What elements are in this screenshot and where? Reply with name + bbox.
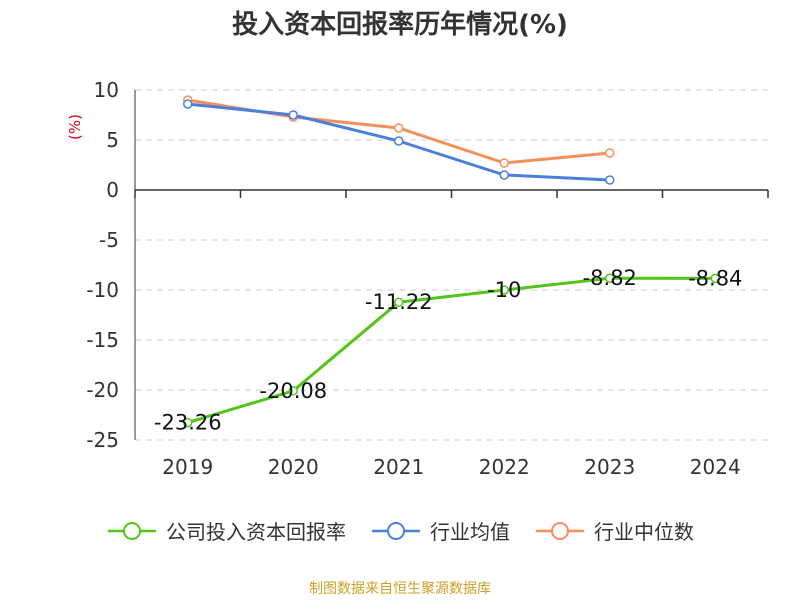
source-note: 制图数据来自恒生聚源数据库	[309, 581, 491, 597]
data-point	[288, 386, 298, 396]
data-point	[394, 136, 404, 146]
legend-item[interactable]: 行业均值	[370, 516, 510, 545]
data-point	[710, 273, 720, 284]
data-label: -11.22	[365, 290, 433, 314]
data-point	[183, 99, 193, 109]
legend-label: 公司投入资本回报率	[166, 520, 346, 544]
legend-item[interactable]: 行业中位数	[534, 516, 694, 545]
y-tick-label: 5	[106, 128, 119, 152]
legend-marker	[108, 521, 156, 540]
data-point	[499, 285, 509, 295]
data-point	[394, 123, 404, 133]
x-tick-label: 2022	[479, 455, 530, 479]
y-tick-label: -10	[86, 278, 119, 302]
legend-label: 行业均值	[430, 520, 510, 544]
series-line	[187, 276, 716, 425]
x-tick-label: 2021	[373, 455, 424, 479]
data-point	[605, 175, 615, 185]
data-point	[288, 110, 298, 120]
data-label: -20.08	[259, 379, 327, 403]
y-tick-label: -15	[86, 328, 119, 352]
y-tick-label: 0	[106, 178, 119, 202]
data-point	[499, 170, 509, 180]
y-tick-label: -5	[99, 228, 119, 252]
data-labels: -23.26 -20.08 -11.22 -10 -8.82 -8.84	[154, 266, 743, 434]
data-label: -8.82	[583, 266, 637, 290]
x-tick-label: 2023	[584, 455, 635, 479]
line-chart: 10 5 0 -5 -10 -15 -20 -25 2019 2020 2021 2022 2023 20…	[66, 78, 769, 479]
y-tick-label: -25	[86, 428, 119, 452]
data-label: -10	[487, 278, 521, 302]
x-tick-label: 2020	[268, 455, 319, 479]
grid-lines	[135, 89, 768, 441]
data-point	[605, 148, 615, 158]
x-tick-label: 2024	[690, 455, 741, 479]
axes: 10 5 0 -5 -10 -15 -20 -25 2019 2020 2021 2022 2023 20…	[66, 78, 769, 479]
legend-label: 行业中位数	[594, 520, 694, 544]
legend-marker	[372, 521, 420, 540]
data-point	[499, 158, 509, 168]
y-tick-label: 10	[94, 78, 119, 102]
legend: 公司投入资本回报率 行业均值 行业中位数	[0, 516, 800, 545]
x-tick-label: 2019	[162, 455, 213, 479]
data-label: -8.84	[688, 266, 742, 290]
legend-item[interactable]: 公司投入资本回报率	[106, 516, 346, 545]
data-point	[183, 417, 193, 428]
chart-title: 投入资本回报率历年情况(%)	[232, 10, 568, 40]
legend-marker	[536, 521, 584, 540]
data-point	[394, 297, 404, 307]
data-point	[605, 273, 615, 283]
y-axis-label: (%)	[66, 114, 84, 140]
data-label: -23.26	[154, 411, 222, 435]
series-lines	[183, 95, 720, 428]
y-tick-label: -20	[86, 378, 119, 402]
